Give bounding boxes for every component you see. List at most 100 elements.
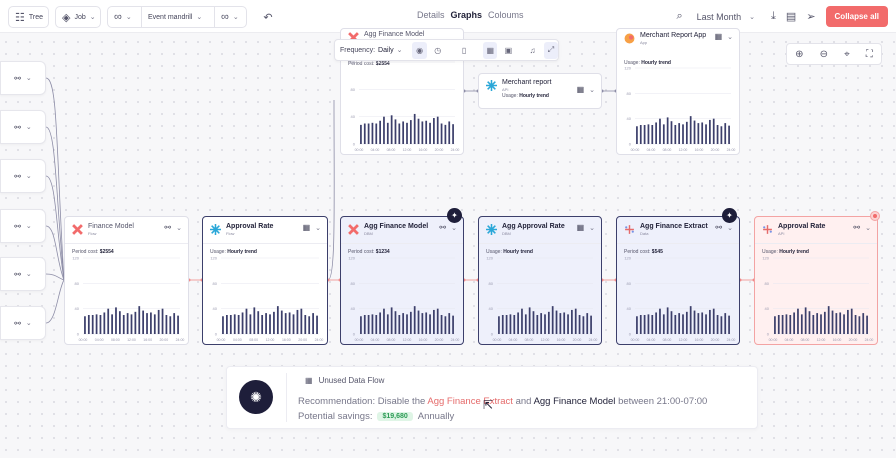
bar	[697, 123, 700, 144]
bar	[99, 315, 102, 334]
event-name-segment[interactable]: Event mandrill ⌄	[142, 7, 215, 27]
chevron-down-icon[interactable]: ⌄	[865, 224, 871, 232]
table-icon[interactable]: ▦	[714, 32, 723, 41]
bar	[421, 313, 424, 334]
chevron-down-icon: ⌄	[232, 14, 239, 21]
source-node-3[interactable]: ⚯ ⌄	[0, 159, 46, 193]
source-node-6[interactable]: ⚯ ⌄	[0, 306, 46, 340]
x-tick-label: 00:00	[217, 338, 226, 342]
source-node-1[interactable]: ⚯ ⌄	[0, 61, 46, 95]
frequency-select[interactable]: Frequency: Daily ⌄	[340, 46, 402, 55]
table-icon[interactable]: ▦	[576, 223, 585, 232]
rec-target-link[interactable]: Agg Finance Model	[533, 396, 616, 407]
table-icon[interactable]: ▦	[483, 41, 498, 59]
card-agg-finance-extract[interactable]: Agg Finance Extract Data ⚯ ⌄ Period cost:…	[616, 216, 740, 345]
tab-coloums[interactable]: Coloums	[488, 10, 524, 20]
insight-badge[interactable]: ✦	[447, 208, 462, 223]
bar	[363, 123, 366, 144]
zoom-out-icon[interactable]: ⊖	[819, 48, 828, 60]
bar	[536, 315, 539, 334]
card-agg-finance-model[interactable]: Agg Finance Model DBM ⚯ ⌄ Period cost: $1…	[340, 216, 464, 345]
recommendation-heading: ▦ Unused Data Flow	[305, 376, 384, 385]
bar	[831, 310, 834, 334]
date-range-select[interactable]: Last Month ⌄	[697, 12, 755, 22]
event-filter[interactable]: ∞ ⌄ Event mandrill ⌄ ∞ ⌄	[107, 6, 247, 28]
bar	[670, 121, 673, 144]
source-node-2[interactable]: ⚯ ⌄	[0, 110, 46, 144]
card-merchant-report-app[interactable]: Merchant Report App App ▦ ⌄ Usage: Hourly…	[616, 28, 740, 155]
tab-details[interactable]: Details	[417, 10, 445, 20]
y-tick-label: 80	[627, 91, 632, 96]
source-node-4[interactable]: ⚯ ⌄	[0, 209, 46, 243]
metric-value: $2554	[99, 249, 114, 255]
bar	[87, 315, 90, 334]
table-icon[interactable]: ▦	[576, 85, 585, 94]
x-tick-label: 24:00	[176, 338, 185, 342]
chevron-down-icon[interactable]: ⌄	[589, 86, 595, 94]
download-icon[interactable]: ⤓	[771, 10, 776, 22]
y-tick-label: 80	[627, 281, 632, 286]
bar	[169, 316, 172, 334]
card-approval-rate[interactable]: Approval Rate Flow ▦ ⌄ Usage: Hourly tren…	[202, 216, 328, 345]
x-tick-label: 00:00	[769, 338, 778, 342]
fivetran-logo-icon	[72, 224, 83, 235]
tree-segment: ☷ Tree	[9, 7, 49, 27]
card-title: Agg Finance Model	[364, 31, 425, 38]
x-tick-label: 16:00	[419, 338, 428, 342]
rec-source-link[interactable]: Agg Finance Extract	[427, 396, 513, 407]
bar	[417, 118, 420, 144]
card-approval-rate-api[interactable]: Approval Rate API ⚯ ⌄ Usage: Hourly trend…	[754, 216, 878, 345]
undo-icon[interactable]: ↶	[263, 11, 273, 24]
event-link-segment[interactable]: ∞ ⌄	[108, 7, 142, 27]
tab-graphs[interactable]: Graphs	[450, 10, 483, 20]
card-subtitle: Data	[640, 231, 649, 236]
bar	[574, 308, 577, 334]
card-agg-approval-rate[interactable]: Agg Approval Rate DBM ▦ ⌄ Usage: Hourly t…	[478, 216, 602, 345]
x-tick-label: 20:00	[435, 148, 444, 152]
grid-icon[interactable]: ▣	[504, 45, 513, 55]
table-icon[interactable]: ▦	[302, 223, 311, 232]
link-icon[interactable]: ⚯	[164, 223, 172, 232]
y-tick-label: 80	[75, 281, 80, 286]
bar	[157, 309, 160, 334]
selection-handle[interactable]	[870, 211, 880, 221]
x-tick-label: 00:00	[355, 148, 364, 152]
search-icon[interactable]: ⌕	[676, 10, 683, 22]
chevron-down-icon: ⌄	[25, 223, 32, 230]
event-link2-segment[interactable]: ∞ ⌄	[215, 7, 245, 27]
fullscreen-icon[interactable]: ⛶	[865, 48, 873, 60]
card-merchant-report[interactable]: Merchant report API Usage: Hourly trend …	[478, 73, 602, 109]
zoom-in-icon[interactable]: ⊕	[795, 48, 804, 60]
insight-badge[interactable]: ✦	[722, 208, 737, 223]
database-icon[interactable]: ▯	[461, 45, 467, 55]
cost-icon[interactable]: ◉	[412, 41, 427, 59]
chevron-down-icon[interactable]: ⌄	[176, 224, 182, 232]
tree-selector[interactable]: ☷ Tree	[8, 6, 49, 28]
document-icon[interactable]: ▤	[785, 11, 797, 23]
x-tick-label: 04:00	[233, 338, 242, 342]
chevron-down-icon[interactable]: ⌄	[727, 33, 733, 41]
x-tick-label: 16:00	[695, 338, 704, 342]
card-actions: ▦ ⌄	[577, 223, 595, 232]
card-finance-model[interactable]: Finance Model Flow ⚯ ⌄ Period cost: $2554…	[64, 216, 189, 345]
chevron-down-icon[interactable]: ⌄	[315, 224, 321, 232]
expand-icon[interactable]: ⤢	[543, 41, 558, 59]
send-icon[interactable]: ➢	[806, 11, 816, 23]
rec-suffix: between 21:00-07:00	[618, 396, 708, 407]
clock-icon[interactable]: ◷	[434, 45, 442, 55]
bell-icon[interactable]: ♫	[529, 45, 536, 55]
collapse-all-button[interactable]: Collapse all	[825, 6, 888, 27]
chevron-down-icon[interactable]: ⌄	[727, 224, 733, 232]
bar	[390, 307, 393, 334]
card-title: Approval Rate	[778, 223, 826, 230]
link-icon[interactable]: ⚯	[439, 223, 447, 232]
chevron-down-icon[interactable]: ⌄	[589, 224, 595, 232]
toolbar-actions: ⌕ Last Month ⌄ ⤓ ▤ ➢ Collapse all	[676, 6, 888, 27]
link-icon[interactable]: ⚯	[715, 223, 723, 232]
bar	[636, 126, 638, 144]
job-selector[interactable]: ◈ Job ⌄	[55, 6, 101, 28]
chevron-down-icon[interactable]: ⌄	[451, 224, 457, 232]
link-icon[interactable]: ⚯	[853, 223, 861, 232]
source-node-5[interactable]: ⚯ ⌄	[0, 257, 46, 291]
fit-view-icon[interactable]: ⌖	[844, 48, 850, 60]
